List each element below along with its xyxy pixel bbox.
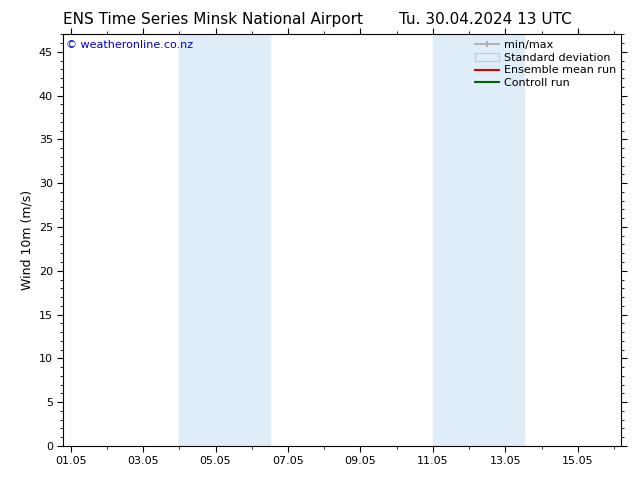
Bar [179, 34, 270, 446]
Legend: min/max, Standard deviation, Ensemble mean run, Controll run: min/max, Standard deviation, Ensemble me… [471, 37, 619, 92]
Text: © weatheronline.co.nz: © weatheronline.co.nz [66, 41, 193, 50]
Y-axis label: Wind 10m (m/s): Wind 10m (m/s) [20, 190, 34, 290]
Text: Tu. 30.04.2024 13 UTC: Tu. 30.04.2024 13 UTC [399, 12, 572, 27]
Text: ENS Time Series Minsk National Airport: ENS Time Series Minsk National Airport [63, 12, 363, 27]
Bar [433, 34, 524, 446]
